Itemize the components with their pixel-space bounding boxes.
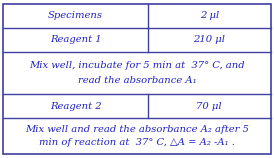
Text: read the absorbance A₁: read the absorbance A₁	[78, 76, 196, 85]
Text: Reagent 1: Reagent 1	[50, 36, 101, 44]
Text: Reagent 2: Reagent 2	[50, 102, 101, 110]
Text: Mix well and read the absorbance A₂ after 5: Mix well and read the absorbance A₂ afte…	[25, 125, 249, 134]
Text: 70 μl: 70 μl	[196, 102, 222, 110]
Text: Specimens: Specimens	[48, 12, 103, 20]
Text: min of reaction at  37° C, △A = A₂ -A₁ .: min of reaction at 37° C, △A = A₂ -A₁ .	[39, 138, 235, 147]
Text: 2 μl: 2 μl	[199, 12, 219, 20]
Text: Mix well, incubate for 5 min at  37° C, and: Mix well, incubate for 5 min at 37° C, a…	[29, 61, 245, 70]
Text: 210 μl: 210 μl	[193, 36, 225, 44]
